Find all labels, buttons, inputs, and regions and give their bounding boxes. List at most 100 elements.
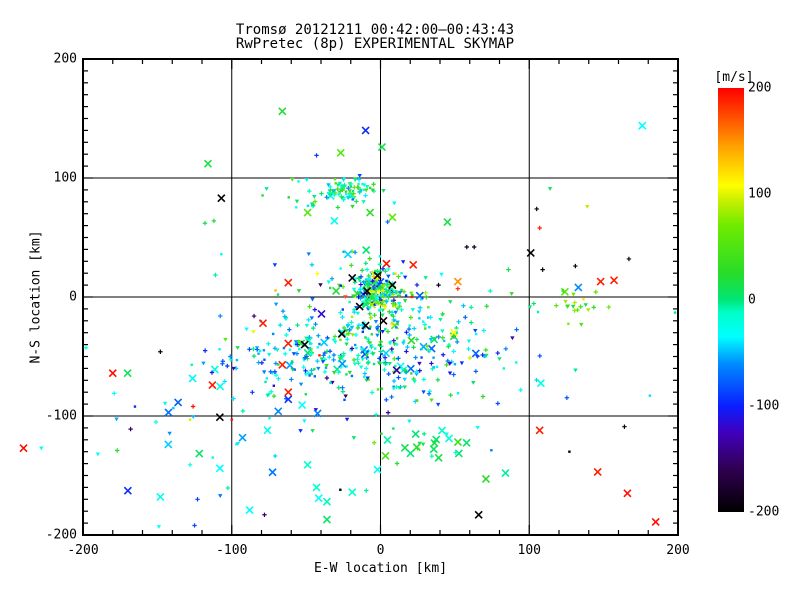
echo-marker [298, 347, 301, 351]
echo-marker [429, 453, 434, 459]
echo-marker [374, 296, 380, 302]
echo-marker [402, 377, 407, 382]
echo-marker [303, 348, 312, 358]
echo-marker [515, 361, 518, 364]
echo-marker [404, 294, 408, 297]
echo-marker [359, 268, 365, 273]
echo-marker [389, 394, 394, 400]
echo-marker [366, 285, 370, 288]
echo-marker [407, 419, 412, 424]
echo-marker [164, 408, 173, 417]
echo-marker [349, 185, 352, 188]
echo-marker [443, 217, 452, 227]
echo-marker [39, 446, 44, 451]
echo-marker [396, 293, 402, 298]
echo-marker [651, 517, 660, 526]
echo-marker [638, 121, 647, 130]
echo-marker [381, 451, 390, 460]
echo-marker [312, 195, 317, 199]
echo-marker [396, 356, 401, 361]
echo-marker [380, 288, 386, 293]
echo-marker [255, 347, 260, 352]
echo-marker [440, 335, 445, 340]
echo-marker [341, 330, 344, 333]
echo-marker [385, 279, 388, 283]
echo-marker [397, 302, 402, 306]
echo-marker [364, 278, 368, 281]
echo-marker [355, 357, 360, 362]
echo-marker [195, 497, 200, 502]
echo-marker [341, 197, 346, 202]
echo-marker [352, 309, 357, 315]
echo-marker [377, 361, 383, 366]
echo-marker [475, 425, 480, 430]
echo-marker [364, 336, 367, 339]
echo-marker [439, 272, 444, 277]
echo-marker [188, 374, 197, 383]
echo-marker [385, 329, 391, 334]
echo-marker [401, 341, 406, 346]
echo-marker [480, 352, 485, 358]
echo-marker [455, 286, 461, 291]
echo-marker [373, 319, 379, 324]
echo-marker [367, 378, 370, 381]
echo-marker [475, 332, 478, 336]
echo-marker [308, 374, 311, 377]
echo-marker [339, 355, 344, 359]
echo-marker [247, 347, 252, 352]
echo-marker [375, 299, 380, 304]
echo-marker [484, 353, 489, 358]
echo-marker [314, 153, 319, 158]
echo-marker [278, 360, 287, 369]
echo-marker [436, 334, 441, 340]
echo-marker [276, 293, 280, 296]
echo-marker [369, 390, 375, 395]
echo-marker [373, 271, 382, 280]
echo-marker [333, 177, 337, 181]
echo-marker [396, 322, 399, 326]
echo-marker [275, 348, 280, 353]
echo-marker [464, 244, 469, 250]
echo-marker [340, 314, 345, 320]
echo-marker [322, 515, 332, 524]
echo-marker [307, 188, 312, 194]
echo-marker [288, 348, 292, 351]
y-tick-label: 200 [53, 51, 77, 67]
echo-marker [402, 368, 408, 373]
echo-marker [318, 342, 321, 346]
echo-marker [369, 341, 372, 344]
echo-marker [265, 393, 270, 398]
echo-marker [263, 426, 272, 435]
echo-marker [309, 368, 314, 373]
echo-marker [369, 295, 374, 300]
echo-marker [389, 321, 395, 326]
echo-marker [446, 342, 452, 348]
echo-marker [324, 364, 329, 368]
echo-marker [393, 289, 398, 295]
echo-marker [115, 448, 120, 453]
echo-marker [250, 390, 255, 395]
echo-marker [451, 372, 456, 377]
echo-marker [379, 293, 383, 296]
x-tick-label: 0 [376, 543, 385, 558]
echo-marker [514, 327, 519, 332]
echo-marker [220, 252, 223, 256]
echo-marker [366, 273, 371, 279]
echo-marker [420, 442, 426, 447]
echo-marker [338, 359, 347, 368]
echo-marker [415, 399, 419, 402]
echo-marker [456, 392, 460, 395]
echo-marker [411, 326, 417, 331]
echo-marker [420, 356, 423, 359]
echo-marker [343, 250, 353, 259]
echo-marker [327, 193, 332, 198]
echo-marker [424, 295, 429, 300]
echo-marker [303, 460, 312, 469]
echo-marker [313, 368, 316, 371]
echo-marker [274, 289, 277, 292]
echo-marker [358, 279, 362, 282]
echo-marker [342, 182, 347, 188]
echo-marker [346, 331, 351, 336]
echo-marker [396, 386, 402, 390]
echo-marker [366, 279, 369, 283]
